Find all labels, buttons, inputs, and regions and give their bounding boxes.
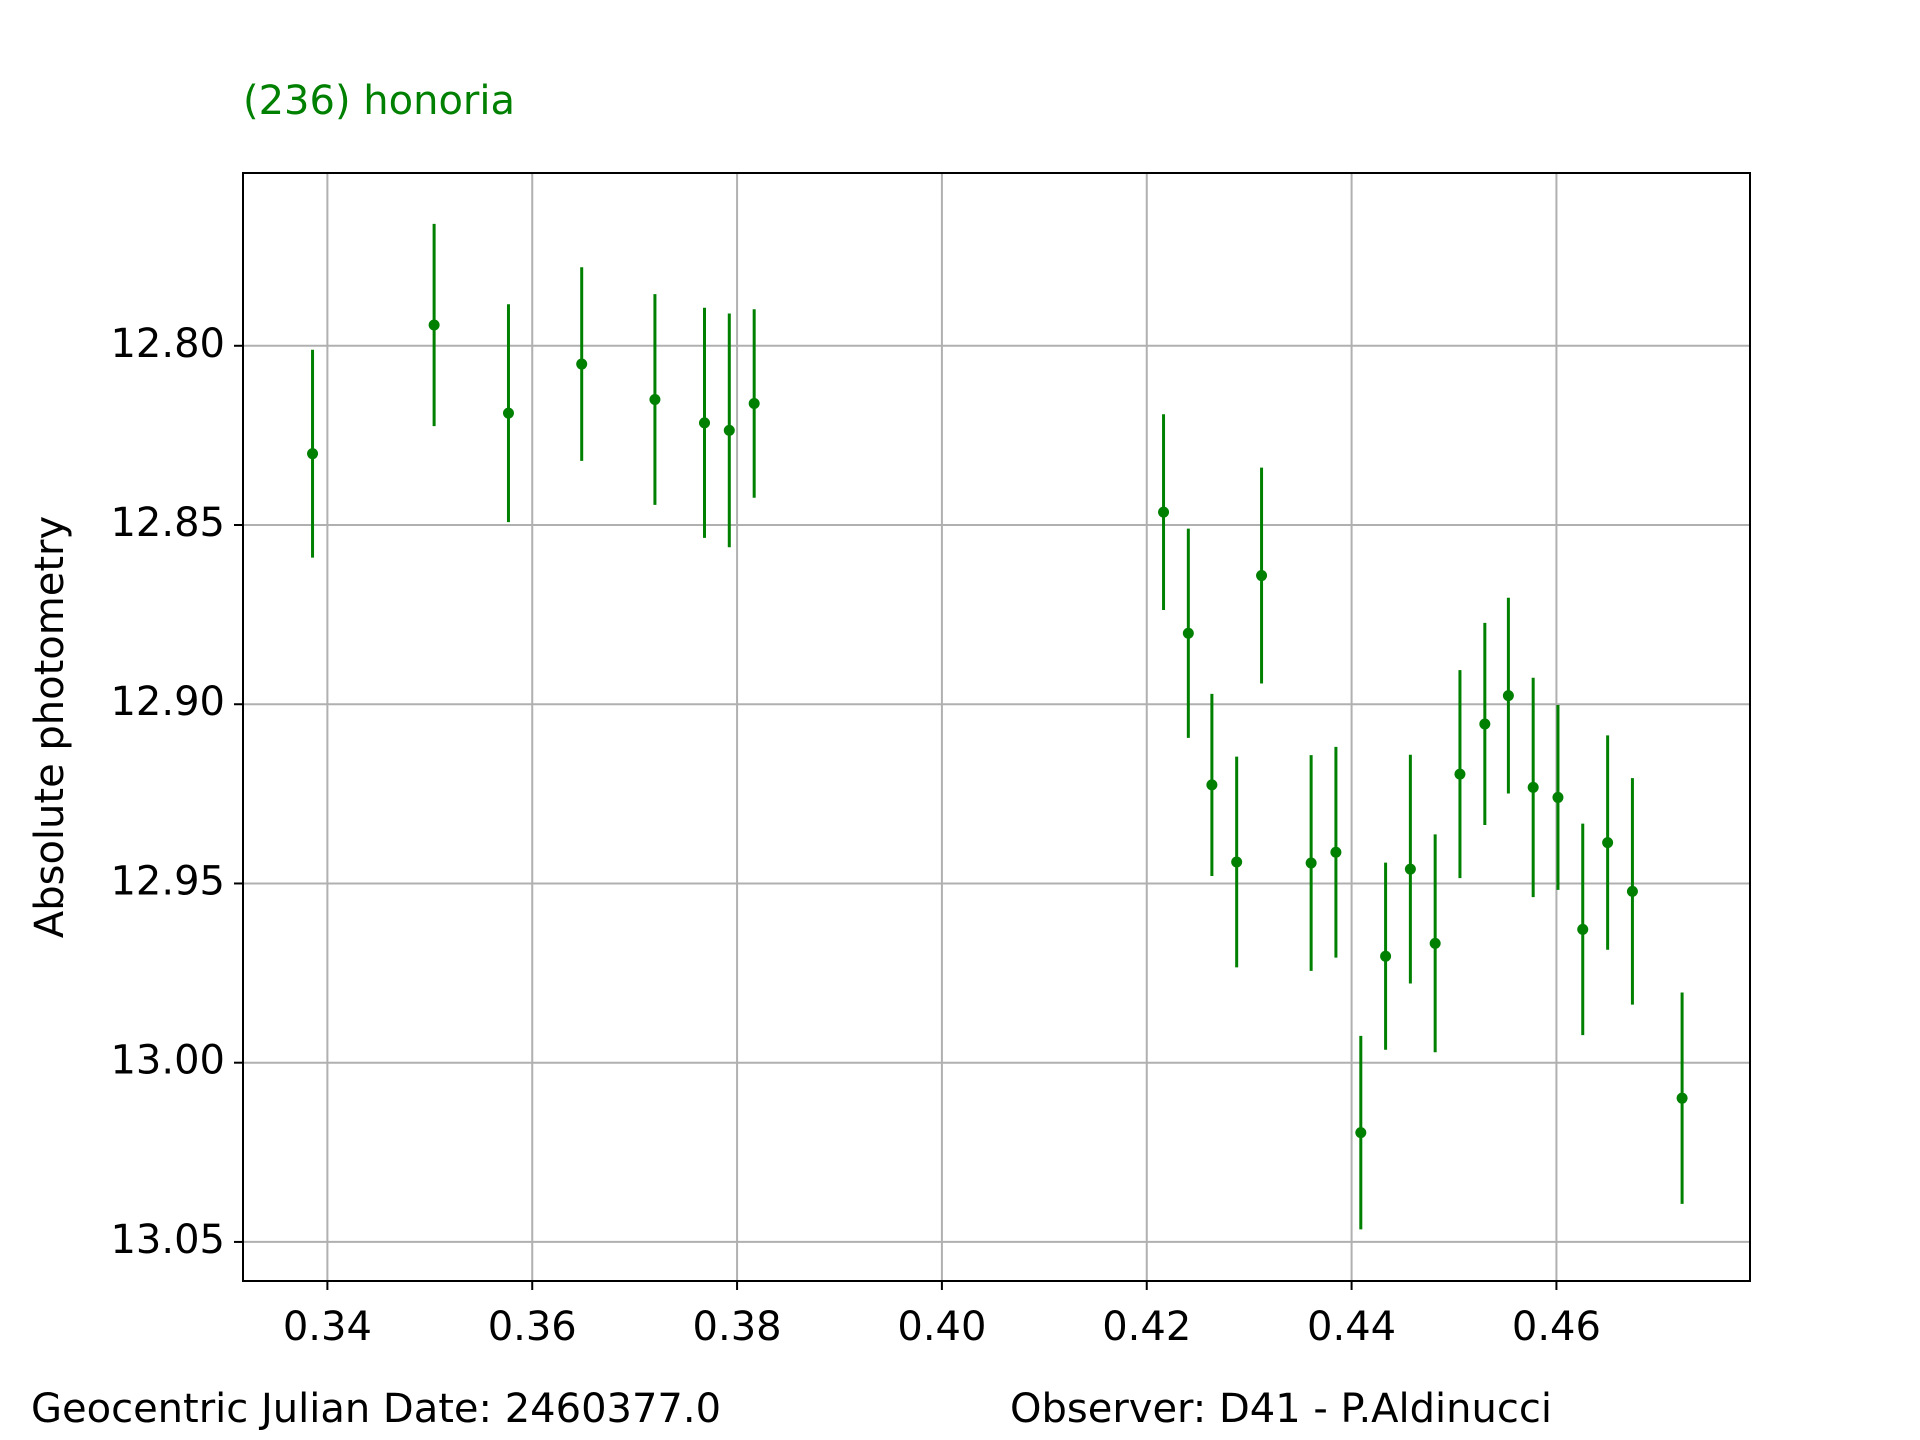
data-point xyxy=(1454,768,1466,780)
data-point xyxy=(1626,885,1638,897)
data-point xyxy=(748,397,760,409)
y-tick-label: 12.90 xyxy=(110,679,225,725)
x-tick-label: 0.34 xyxy=(283,1304,372,1350)
x-tick-label: 0.36 xyxy=(488,1304,577,1350)
data-point xyxy=(1577,923,1589,935)
chart-title: (236) honoria xyxy=(243,78,515,124)
y-tick-label: 12.85 xyxy=(110,500,225,546)
data-point xyxy=(1502,690,1514,702)
data-point xyxy=(1330,846,1342,858)
data-point xyxy=(1404,863,1416,875)
x-tick-label: 0.44 xyxy=(1307,1304,1396,1350)
data-point xyxy=(1676,1092,1688,1104)
data-point xyxy=(1231,856,1243,868)
data-point xyxy=(307,448,319,460)
data-point xyxy=(576,358,588,370)
data-point xyxy=(502,407,514,419)
data-point xyxy=(428,319,440,331)
footer-right: Observer: D41 - P.Aldinucci xyxy=(1010,1386,1552,1432)
y-tick-label: 12.95 xyxy=(110,858,225,904)
data-point xyxy=(1355,1127,1367,1139)
data-point xyxy=(1305,857,1317,869)
y-tick-label: 12.80 xyxy=(110,321,225,367)
data-point xyxy=(1552,791,1564,803)
x-tick-label: 0.46 xyxy=(1512,1304,1601,1350)
x-tick-label: 0.38 xyxy=(693,1304,782,1350)
data-point xyxy=(1158,506,1170,518)
plot-frame xyxy=(242,172,1751,1282)
data-point xyxy=(1206,779,1218,791)
data-point xyxy=(1182,627,1194,639)
data-point xyxy=(699,417,711,429)
data-point xyxy=(1256,570,1268,582)
y-tick-label: 13.00 xyxy=(110,1038,225,1084)
y-tick-label: 13.05 xyxy=(110,1217,225,1263)
data-point xyxy=(1602,837,1614,849)
data-point xyxy=(723,424,735,436)
x-tick-label: 0.42 xyxy=(1102,1304,1191,1350)
footer-left: Geocentric Julian Date: 2460377.0 xyxy=(31,1386,721,1432)
data-point xyxy=(1429,937,1441,949)
x-tick-label: 0.40 xyxy=(897,1304,986,1350)
y-axis-label: Absolute photometry xyxy=(27,516,73,938)
data-point xyxy=(1479,718,1491,730)
data-point xyxy=(1527,781,1539,793)
data-point xyxy=(1380,950,1392,962)
data-point xyxy=(649,394,661,406)
